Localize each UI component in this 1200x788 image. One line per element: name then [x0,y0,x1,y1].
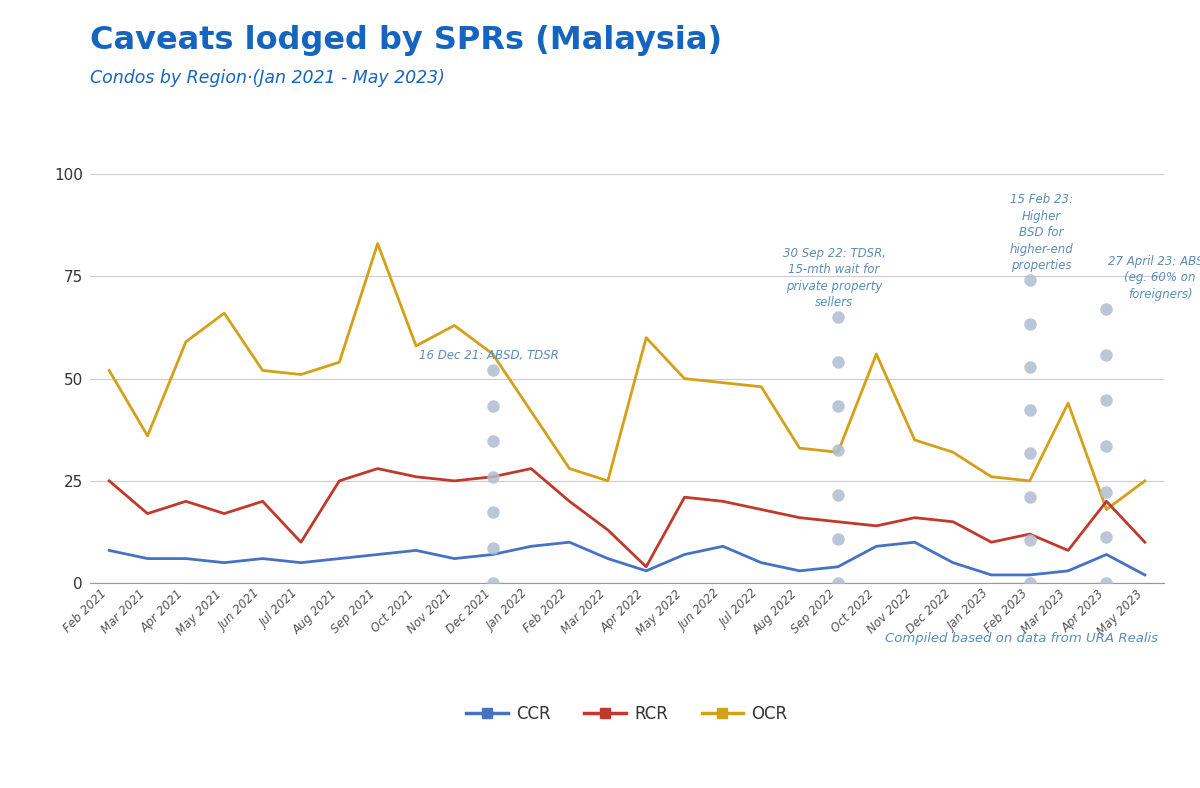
Text: 15 Feb 23:
Higher
BSD for
higher-end
properties: 15 Feb 23: Higher BSD for higher-end pro… [1009,193,1073,273]
Text: Condos by Region·(Jan 2021 - May 2023): Condos by Region·(Jan 2021 - May 2023) [90,69,445,87]
Text: 27 April 23: ABSD
(eg. 60% on
foreigners): 27 April 23: ABSD (eg. 60% on foreigners… [1108,255,1200,301]
Text: 99.co: 99.co [102,730,174,755]
Text: 30 Sep 22: TDSR,
15-mth wait for
private property
sellers: 30 Sep 22: TDSR, 15-mth wait for private… [782,247,886,309]
Text: @99dotco
@99.co.hdb
@99.co.condo
@99.co.luxury: @99dotco @99.co.hdb @99.co.condo @99.co.… [692,717,768,768]
Text: @99.co
@99.co.housetips
@99.co.houseinsights: @99.co @99.co.housetips @99.co.houseinsi… [462,723,577,762]
Text: □: □ [418,728,446,757]
Text: f: f [660,727,672,755]
Text: @99.co
@99.co.housetips: @99.co @99.co.housetips [932,730,1026,755]
Text: ♪: ♪ [898,730,914,755]
Text: 16 Dec 21: ABSD, TDSR: 16 Dec 21: ABSD, TDSR [419,349,559,362]
Text: Caveats lodged by SPRs (Malaysia): Caveats lodged by SPRs (Malaysia) [90,25,722,56]
Text: Compiled based on data from URA Realis: Compiled based on data from URA Realis [886,632,1158,645]
Legend: CCR, RCR, OCR: CCR, RCR, OCR [460,698,794,730]
Text: ○: ○ [426,736,438,749]
